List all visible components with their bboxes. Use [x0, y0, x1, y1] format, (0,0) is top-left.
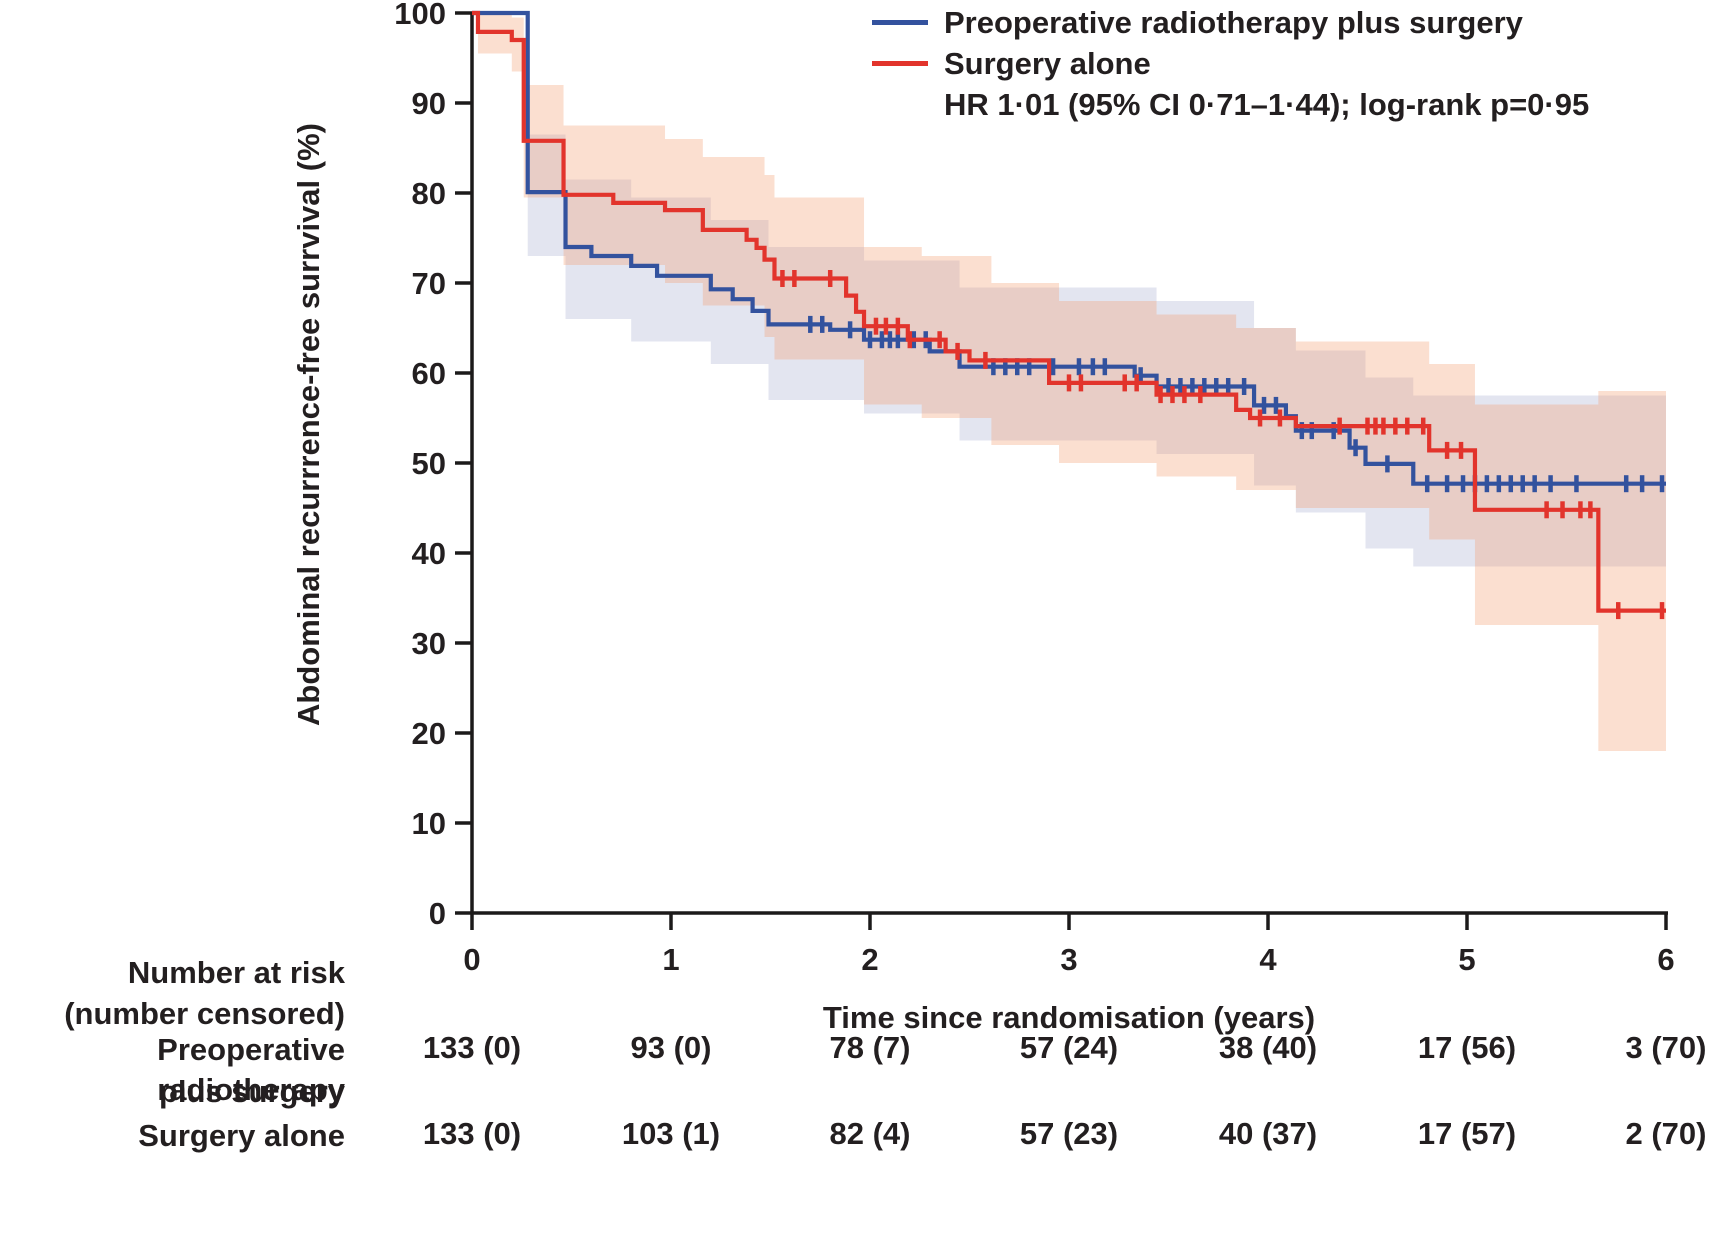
y-tick-label: 10 [412, 806, 446, 841]
risk-value: 57 (23) [1019, 1116, 1119, 1151]
legend-label-surgery-alone: Surgery alone [944, 45, 1151, 81]
x-tick-label: 4 [1259, 942, 1277, 977]
risk-row-label-preop-line2: plus surgery [158, 1074, 345, 1109]
confidence-band-blue [527, 134, 1666, 567]
risk-value: 57 (24) [1019, 1030, 1119, 1065]
x-tick-label: 2 [861, 942, 878, 977]
risk-row-label-preop-line1: Preoperative radiotherapy [157, 1032, 345, 1107]
y-tick-label: 20 [412, 716, 446, 751]
risk-value: 82 (4) [829, 1116, 911, 1151]
hr-annotation: HR 1·01 (95% CI 0·71–1·44); log-rank p=0… [944, 86, 1590, 122]
risk-value: 17 (56) [1417, 1030, 1517, 1065]
x-axis-title: Time since randomisation (years) [822, 1000, 1316, 1035]
risk-value: 103 (1) [621, 1116, 721, 1151]
risk-value: 78 (7) [829, 1030, 911, 1065]
risk-value: 17 (57) [1417, 1116, 1517, 1151]
risk-row-label-surgery-alone: Surgery alone [138, 1118, 345, 1153]
risk-table-header-line2: (number censored) [64, 996, 345, 1031]
y-tick-label: 80 [412, 176, 446, 211]
risk-value: 133 (0) [422, 1030, 522, 1065]
risk-value: 2 (70) [1625, 1116, 1707, 1151]
risk-table-header: Number at risk (number censored) [0, 952, 345, 1034]
legend-item-preop: Preoperative radiotherapy plus surgery [872, 2, 1589, 43]
legend-line-red [872, 61, 928, 66]
legend-label-preop: Preoperative radiotherapy plus surgery [944, 4, 1523, 40]
risk-value: 133 (0) [422, 1116, 522, 1151]
y-axis-title: Abdominal recurrrence-free surrvival (%) [291, 123, 326, 727]
x-tick-label: 0 [463, 942, 480, 977]
legend-item-surgery-alone: Surgery alone [872, 43, 1589, 84]
risk-value: 40 (37) [1218, 1116, 1318, 1151]
x-tick-label: 6 [1657, 942, 1674, 977]
y-tick-label: 50 [412, 446, 446, 481]
y-tick-label: 70 [412, 266, 446, 301]
y-tick-label: 40 [412, 536, 446, 571]
y-tick-label: 30 [412, 626, 446, 661]
y-tick-label: 60 [412, 356, 446, 391]
risk-value: 3 (70) [1625, 1030, 1707, 1065]
x-tick-label: 1 [662, 942, 679, 977]
risk-table-header-line1: Number at risk [127, 955, 345, 990]
x-tick-label: 5 [1458, 942, 1475, 977]
y-tick-label: 100 [394, 0, 446, 31]
y-tick-label: 90 [412, 86, 446, 121]
survival-curve-surgery-alone [472, 10, 1666, 613]
y-tick-label: 0 [429, 896, 446, 931]
risk-value: 38 (40) [1218, 1030, 1318, 1065]
x-tick-label: 3 [1060, 942, 1077, 977]
legend-line-blue [872, 20, 928, 25]
risk-value: 93 (0) [630, 1030, 712, 1065]
legend: Preoperative radiotherapy plus surgery S… [872, 2, 1589, 125]
